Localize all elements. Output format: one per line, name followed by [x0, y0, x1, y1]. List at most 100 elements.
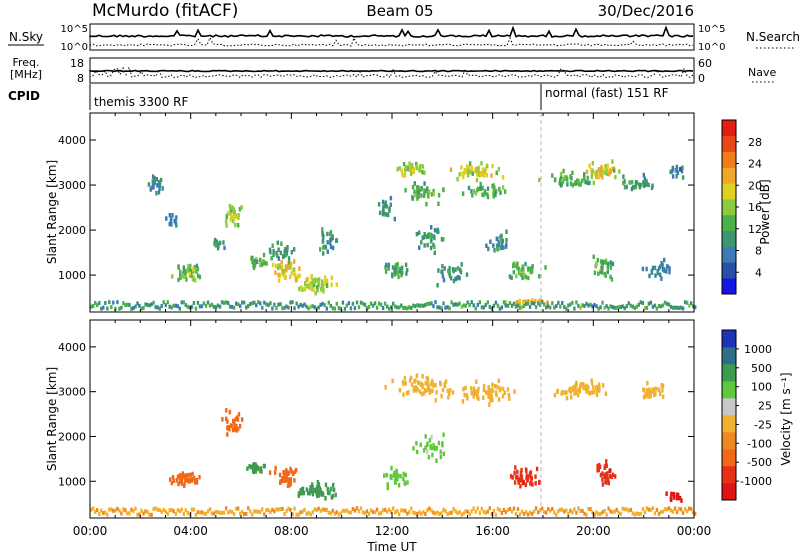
data-cell [622, 174, 625, 179]
data-cell [192, 266, 195, 272]
data-cell [398, 266, 401, 272]
data-cell [487, 246, 490, 252]
data-cell [588, 180, 591, 186]
data-cell [277, 247, 280, 252]
data-cell [513, 480, 517, 485]
data-cell [516, 265, 519, 270]
data-cell [488, 304, 491, 309]
data-cell [306, 276, 310, 282]
data-cell [522, 271, 525, 276]
data-cell [559, 507, 562, 512]
data-cell [661, 394, 665, 399]
data-cell [667, 302, 671, 307]
data-cell [432, 191, 435, 197]
data-cell [526, 512, 530, 517]
data-cell [561, 301, 564, 305]
data-cell [280, 241, 283, 246]
data-cell [525, 473, 529, 479]
data-cell [614, 174, 617, 180]
freq-tick-bottom: 8 [77, 72, 84, 85]
data-cell [230, 509, 234, 514]
colorbar-tick-label: -1000 [740, 475, 772, 488]
data-cell [212, 304, 216, 309]
data-cell [592, 389, 596, 395]
data-cell [290, 249, 293, 255]
data-cell [384, 201, 387, 207]
data-cell [659, 272, 662, 277]
data-cell [94, 510, 97, 514]
data-cell [130, 306, 133, 311]
data-cell [592, 254, 595, 259]
data-cell [214, 243, 218, 248]
data-cell [142, 511, 145, 516]
data-cell [602, 383, 605, 388]
data-cell [345, 508, 349, 513]
data-cell [204, 511, 208, 516]
data-cell [528, 304, 532, 309]
data-cell [559, 182, 563, 187]
data-cell [240, 205, 243, 210]
data-cell [287, 256, 291, 261]
data-cell [428, 438, 432, 443]
data-cell [255, 303, 258, 308]
data-cell [462, 386, 465, 392]
data-cell [255, 257, 258, 262]
data-cell [198, 304, 202, 309]
data-cell [353, 306, 357, 311]
data-cell [417, 194, 420, 199]
data-cell [112, 300, 115, 305]
data-cell [220, 510, 224, 515]
data-cell [660, 276, 663, 281]
data-cell [645, 266, 648, 272]
velocity-scatter [90, 373, 697, 517]
data-cell [675, 496, 679, 501]
data-cell [590, 390, 593, 395]
data-cell [325, 306, 328, 311]
data-cell [386, 485, 389, 491]
data-cell [466, 168, 470, 174]
data-cell [174, 303, 177, 308]
data-cell [446, 388, 449, 394]
data-cell [573, 507, 576, 512]
data-cell [658, 387, 661, 392]
data-cell [303, 302, 306, 307]
data-cell [202, 301, 206, 306]
data-cell [642, 180, 645, 185]
colorbar-swatch [722, 330, 736, 348]
nave-tick-bottom: 0 [698, 72, 705, 85]
data-cell [656, 270, 659, 276]
data-cell [654, 273, 657, 278]
data-cell [539, 302, 542, 307]
data-cell [646, 388, 649, 394]
data-cell [562, 168, 565, 174]
data-cell [396, 305, 399, 310]
data-cell [256, 259, 259, 264]
data-cell [434, 398, 437, 403]
data-cell [415, 185, 419, 190]
data-cell [353, 508, 357, 513]
data-cell [631, 304, 634, 309]
data-cell [665, 491, 668, 496]
colorbar-swatch [722, 214, 736, 232]
data-cell [379, 302, 383, 307]
data-cell [122, 301, 125, 306]
data-cell [228, 304, 232, 309]
data-cell [186, 304, 189, 309]
data-cell [388, 306, 391, 311]
data-cell [512, 301, 516, 306]
data-cell [595, 392, 599, 397]
data-cell [268, 470, 272, 475]
freq-tick-top: 18 [70, 57, 84, 70]
data-cell [170, 222, 173, 227]
data-cell [231, 218, 235, 224]
data-cell [611, 510, 614, 515]
data-cell [196, 510, 200, 515]
data-cell [501, 386, 505, 392]
data-cell [439, 454, 443, 460]
data-cell [579, 181, 582, 187]
data-cell [641, 301, 645, 305]
data-cell [170, 305, 173, 310]
data-cell [385, 472, 389, 478]
data-cell [269, 301, 272, 306]
data-cell [500, 511, 504, 515]
